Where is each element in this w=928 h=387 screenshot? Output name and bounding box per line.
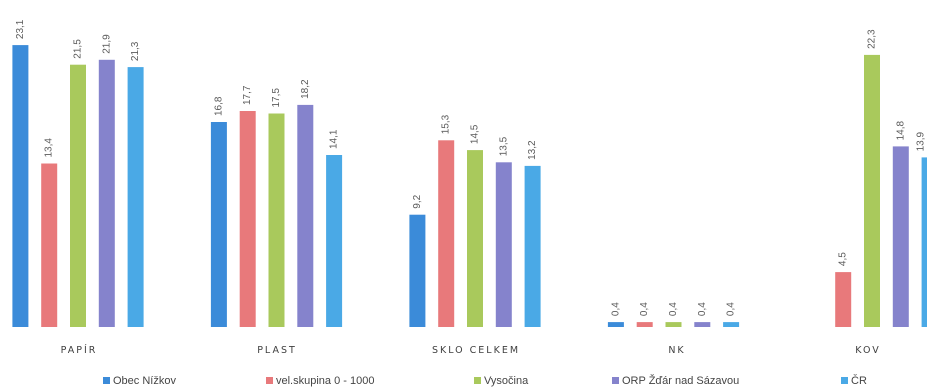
data-label: 13,9: [916, 131, 927, 151]
legend-item-cr: ČR: [841, 374, 867, 387]
bar: [864, 54, 880, 328]
data-label: 4,5: [838, 252, 849, 266]
data-label: 13,2: [527, 140, 538, 160]
data-label: 22,3: [867, 29, 878, 49]
legend-swatch: [474, 377, 481, 384]
bar: [70, 64, 86, 327]
plot-area: 23,1 13,4 21,5 21,9 21,3 16,8 17,7 17,5 18,2 14,1…: [12, 19, 927, 328]
bar: [326, 155, 343, 327]
category-label-plast: PLAST: [257, 345, 297, 356]
legend-item-vel-skupina: vel.skupina 0 - 1000: [266, 375, 374, 387]
legend-label: ORP Žďár nad Sázavou: [622, 374, 739, 387]
legend-item-orp-zdar: ORP Žďár nad Sázavou: [612, 374, 739, 387]
category-label-kov: KOV: [855, 345, 881, 356]
data-label: 9,2: [412, 194, 423, 208]
data-label: 17,7: [242, 85, 253, 105]
legend-item-obec-nizkov: Obec Nížkov: [103, 375, 176, 387]
bar: [694, 322, 711, 327]
category-label-sklo-celkem: SKLO CELKEM: [432, 345, 520, 356]
bar: [98, 59, 115, 328]
legend: Obec Nížkov vel.skupina 0 - 1000 Vysočin…: [103, 374, 867, 387]
category-label-papir: PAPÍR: [61, 344, 98, 356]
legend-label: Obec Nížkov: [113, 375, 176, 387]
legend-swatch: [612, 377, 619, 384]
data-label: 15,3: [441, 114, 452, 134]
data-label: 0,4: [610, 302, 621, 316]
bar: [607, 322, 624, 327]
data-label: 16,8: [213, 96, 224, 116]
data-label: 21,5: [73, 39, 84, 59]
legend-label: vel.skupina 0 - 1000: [276, 375, 374, 387]
bar: [835, 272, 852, 327]
legend-swatch: [103, 377, 110, 384]
data-label: 14,8: [895, 120, 906, 140]
bar: [495, 162, 512, 327]
data-label: 14,5: [470, 124, 481, 144]
data-label: 21,9: [101, 34, 112, 54]
bar: [297, 104, 314, 328]
data-label: 0,4: [639, 302, 650, 316]
bar: [665, 322, 682, 327]
bar: [438, 140, 455, 327]
legend-swatch: [266, 377, 273, 384]
bar: [41, 163, 58, 327]
bar: [524, 165, 541, 327]
bar: [921, 157, 927, 327]
data-label: 0,4: [668, 302, 679, 316]
bar: [636, 322, 653, 327]
data-label: 18,2: [300, 79, 311, 99]
bar: [467, 150, 483, 327]
data-label: 13,5: [498, 136, 509, 156]
bar: [723, 322, 740, 327]
data-label: 21,3: [130, 41, 141, 61]
bar: [12, 45, 29, 327]
bar: [409, 214, 426, 327]
bar: [892, 146, 909, 327]
category-axis: PAPÍR PLAST SKLO CELKEM NK KOV: [61, 344, 881, 356]
legend-swatch: [841, 377, 848, 384]
bar: [268, 113, 285, 327]
bar: [239, 111, 256, 327]
legend-label: Vysočina: [484, 375, 529, 387]
legend-item-vysocina: Vysočina: [474, 375, 529, 387]
bar: [127, 67, 144, 327]
data-label: 14,1: [329, 129, 340, 149]
category-label-nk: NK: [668, 345, 685, 356]
data-label: 23,1: [15, 19, 26, 39]
data-label: 17,5: [271, 88, 282, 108]
bar: [210, 122, 227, 327]
data-label: 0,4: [726, 302, 737, 316]
data-label: 0,4: [697, 302, 708, 316]
data-label: 13,4: [44, 138, 55, 158]
legend-label: ČR: [851, 374, 867, 387]
